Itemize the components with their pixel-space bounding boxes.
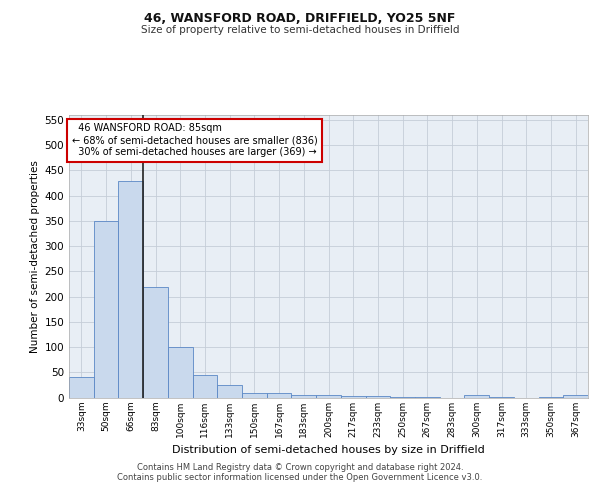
Bar (267, 394, 292, 398)
Bar (69, 378, 94, 398)
Bar (242, 394, 267, 398)
Bar (292, 395, 316, 398)
Bar (390, 397, 415, 398)
Bar (539, 397, 563, 398)
Bar (415, 397, 440, 398)
Bar (563, 395, 588, 398)
Text: 46, WANSFORD ROAD, DRIFFIELD, YO25 5NF: 46, WANSFORD ROAD, DRIFFIELD, YO25 5NF (145, 12, 455, 26)
Text: Size of property relative to semi-detached houses in Driffield: Size of property relative to semi-detach… (141, 25, 459, 35)
Bar (193, 375, 217, 398)
Bar (365, 396, 390, 398)
Bar (489, 397, 514, 398)
Bar (143, 286, 168, 398)
Y-axis label: Number of semi-detached properties: Number of semi-detached properties (30, 160, 40, 352)
X-axis label: Distribution of semi-detached houses by size in Driffield: Distribution of semi-detached houses by … (172, 445, 485, 455)
Bar (94, 221, 118, 398)
Text: Contains HM Land Registry data © Crown copyright and database right 2024.: Contains HM Land Registry data © Crown c… (137, 462, 463, 471)
Bar (316, 395, 341, 398)
Text: Contains public sector information licensed under the Open Government Licence v3: Contains public sector information licen… (118, 472, 482, 482)
Text: 46 WANSFORD ROAD: 85sqm
← 68% of semi-detached houses are smaller (836)
  30% of: 46 WANSFORD ROAD: 85sqm ← 68% of semi-de… (71, 124, 317, 156)
Bar (118, 180, 143, 398)
Bar (168, 347, 193, 398)
Bar (217, 385, 242, 398)
Bar (464, 395, 489, 398)
Bar (341, 396, 365, 398)
